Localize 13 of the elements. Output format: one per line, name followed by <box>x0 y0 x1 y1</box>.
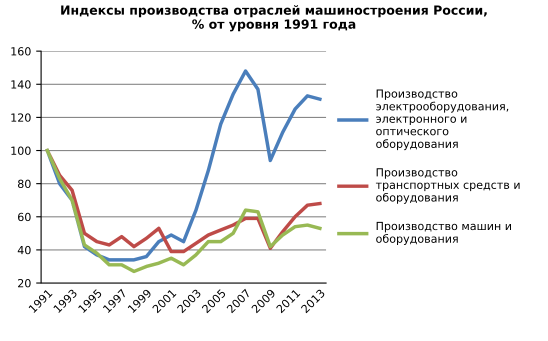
legend-label: Производство транспортных средств и оборудования <box>376 168 520 204</box>
y-tick-label: 140 <box>11 80 31 89</box>
y-tick-label: 40 <box>18 246 31 254</box>
y-tick-label: 100 <box>11 146 31 155</box>
y-tick-label: 160 <box>11 47 31 56</box>
line-series <box>46 148 322 274</box>
y-tick-label: 20 <box>18 279 31 288</box>
legend-label: Производство электрооборудования, электронного и оптического оборудования <box>376 90 508 150</box>
legend-label: Производство машин и оборудования <box>376 222 511 245</box>
y-tick-label: 80 <box>18 180 31 188</box>
y-tick-label: 120 <box>11 113 31 122</box>
chart-title: Индексы производства отраслей машиностроения России, % от уровня 1991 года <box>61 5 487 32</box>
y-tick-label: 60 <box>18 212 31 222</box>
